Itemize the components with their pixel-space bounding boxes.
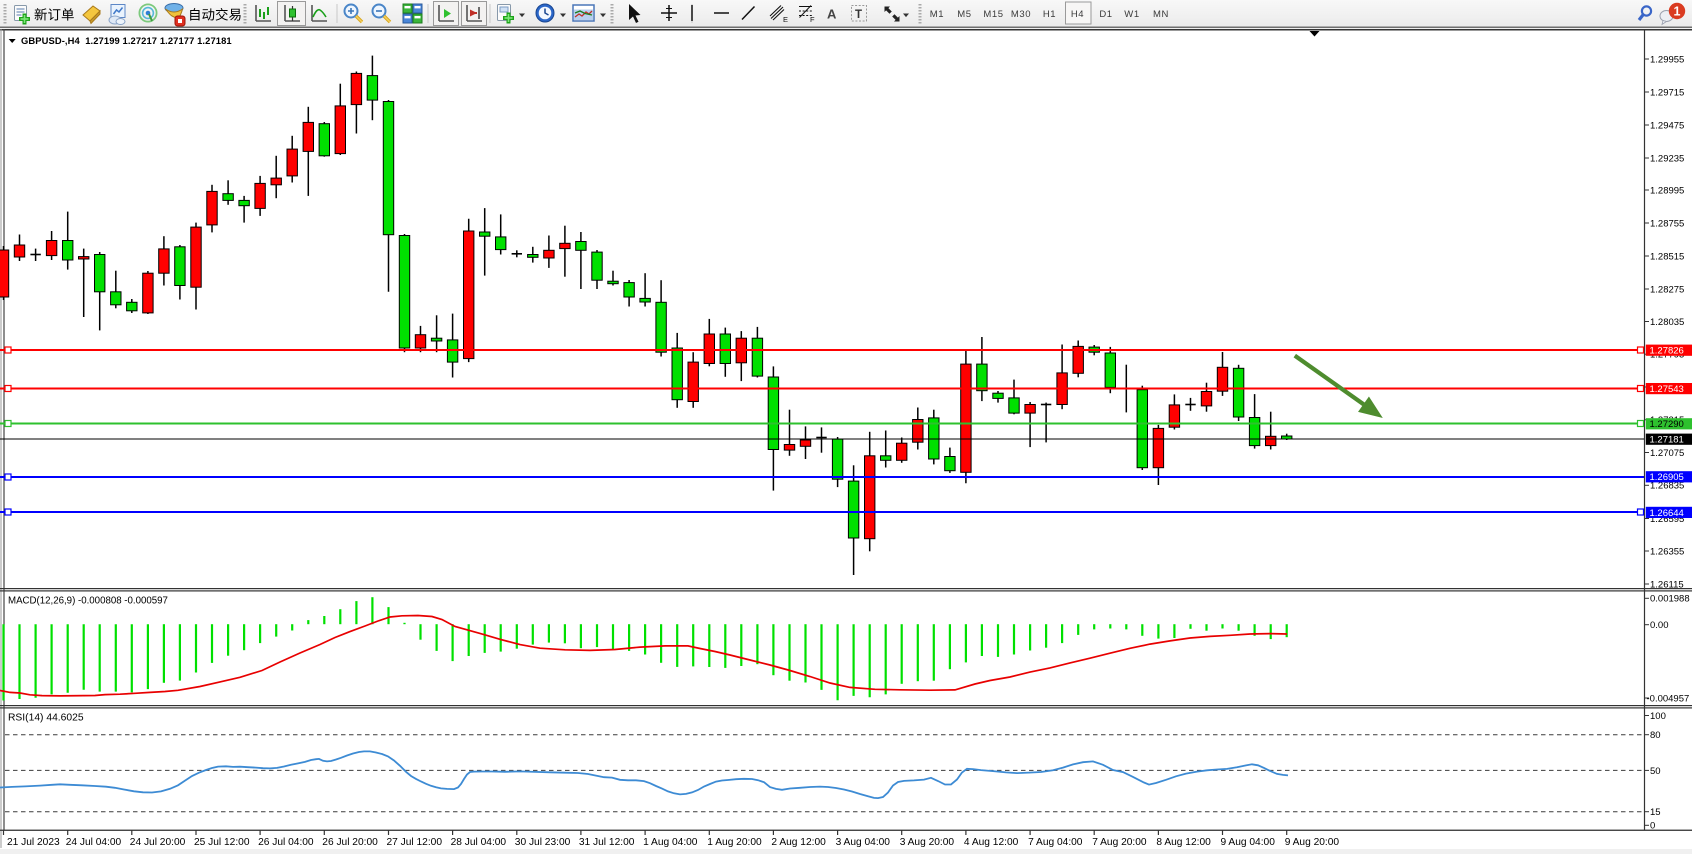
svg-text:1.28995: 1.28995 — [1650, 185, 1684, 196]
svg-text:50: 50 — [1650, 766, 1661, 777]
svg-text:2 Aug 12:00: 2 Aug 12:00 — [771, 837, 826, 848]
svg-text:H1: H1 — [1043, 9, 1056, 20]
svg-text:H4: H4 — [1071, 9, 1084, 20]
svg-text:1.26355: 1.26355 — [1650, 546, 1684, 557]
svg-text:1 Aug 20:00: 1 Aug 20:00 — [707, 837, 762, 848]
svg-text:25 Jul 12:00: 25 Jul 12:00 — [194, 837, 250, 848]
svg-text:26 Jul 04:00: 26 Jul 04:00 — [258, 837, 314, 848]
svg-text:1.28275: 1.28275 — [1650, 284, 1684, 295]
svg-text:1.27181: 1.27181 — [1650, 435, 1684, 446]
svg-text:8 Aug 12:00: 8 Aug 12:00 — [1156, 837, 1211, 848]
svg-text:RSI(14) 44.6025: RSI(14) 44.6025 — [8, 713, 84, 724]
svg-text:M15: M15 — [983, 9, 1003, 20]
svg-text:1.27543: 1.27543 — [1650, 384, 1684, 395]
svg-text:9 Aug 20:00: 9 Aug 20:00 — [1285, 837, 1340, 848]
svg-text:0: 0 — [1650, 821, 1655, 832]
svg-text:1.26595: 1.26595 — [1650, 514, 1684, 525]
svg-text:30 Jul 23:00: 30 Jul 23:00 — [515, 837, 571, 848]
svg-text:7 Aug 20:00: 7 Aug 20:00 — [1092, 837, 1147, 848]
svg-text:-0.004957: -0.004957 — [1647, 693, 1690, 704]
svg-text:W1: W1 — [1124, 9, 1139, 20]
svg-text:1.29475: 1.29475 — [1650, 120, 1684, 131]
svg-text:26 Jul 20:00: 26 Jul 20:00 — [322, 837, 378, 848]
svg-text:9 Aug 04:00: 9 Aug 04:00 — [1221, 837, 1276, 848]
svg-text:24 Jul 20:00: 24 Jul 20:00 — [130, 837, 186, 848]
svg-text:3 Aug 20:00: 3 Aug 20:00 — [900, 837, 955, 848]
svg-text:1.26905: 1.26905 — [1650, 472, 1684, 483]
svg-text:3 Aug 04:00: 3 Aug 04:00 — [836, 837, 891, 848]
svg-text:M1: M1 — [930, 9, 944, 20]
svg-text:1.28035: 1.28035 — [1650, 317, 1684, 328]
svg-text:28 Jul 04:00: 28 Jul 04:00 — [451, 837, 507, 848]
svg-text:MN: MN — [1153, 9, 1169, 20]
svg-text:27 Jul 12:00: 27 Jul 12:00 — [387, 837, 443, 848]
svg-text:0.001988: 0.001988 — [1650, 594, 1690, 605]
svg-text:7 Aug 04:00: 7 Aug 04:00 — [1028, 837, 1083, 848]
svg-text:1.29235: 1.29235 — [1650, 153, 1684, 164]
svg-text:100: 100 — [1650, 711, 1666, 722]
svg-text:1 Aug 04:00: 1 Aug 04:00 — [643, 837, 698, 848]
svg-text:M30: M30 — [1011, 9, 1031, 20]
svg-text:D1: D1 — [1099, 9, 1112, 20]
svg-text:15: 15 — [1650, 807, 1661, 818]
svg-text:MACD(12,26,9) -0.000808 -0.000: MACD(12,26,9) -0.000808 -0.000597 — [8, 596, 168, 607]
svg-text:1.29955: 1.29955 — [1650, 54, 1684, 65]
svg-text:1.29715: 1.29715 — [1650, 87, 1684, 98]
svg-text:1.26835: 1.26835 — [1650, 481, 1684, 492]
svg-text:T: T — [855, 9, 862, 21]
svg-text:80: 80 — [1650, 730, 1661, 741]
svg-text:1.28755: 1.28755 — [1650, 218, 1684, 229]
svg-text:E: E — [783, 15, 788, 24]
svg-text:24 Jul 04:00: 24 Jul 04:00 — [66, 837, 122, 848]
svg-text:1.27826: 1.27826 — [1650, 346, 1684, 357]
svg-text:A: A — [827, 7, 837, 22]
svg-text:21 Jul 2023: 21 Jul 2023 — [7, 837, 60, 848]
svg-text:1.27290: 1.27290 — [1650, 419, 1684, 430]
svg-text:F: F — [810, 15, 815, 24]
svg-text:31 Jul 12:00: 31 Jul 12:00 — [579, 837, 635, 848]
svg-text:4 Aug 12:00: 4 Aug 12:00 — [964, 837, 1019, 848]
svg-text:M5: M5 — [957, 9, 971, 20]
svg-text:GBPUSD-,H4 1.27199 1.27217 1.: GBPUSD-,H4 1.27199 1.27217 1.27177 1.271… — [21, 35, 232, 46]
svg-text:1.27075: 1.27075 — [1650, 448, 1684, 459]
svg-text:1.26115: 1.26115 — [1650, 579, 1684, 590]
svg-text:1: 1 — [1674, 4, 1681, 18]
svg-text:1.28515: 1.28515 — [1650, 251, 1684, 262]
svg-text:0.00: 0.00 — [1650, 620, 1669, 631]
svg-text:1.26644: 1.26644 — [1650, 508, 1684, 519]
